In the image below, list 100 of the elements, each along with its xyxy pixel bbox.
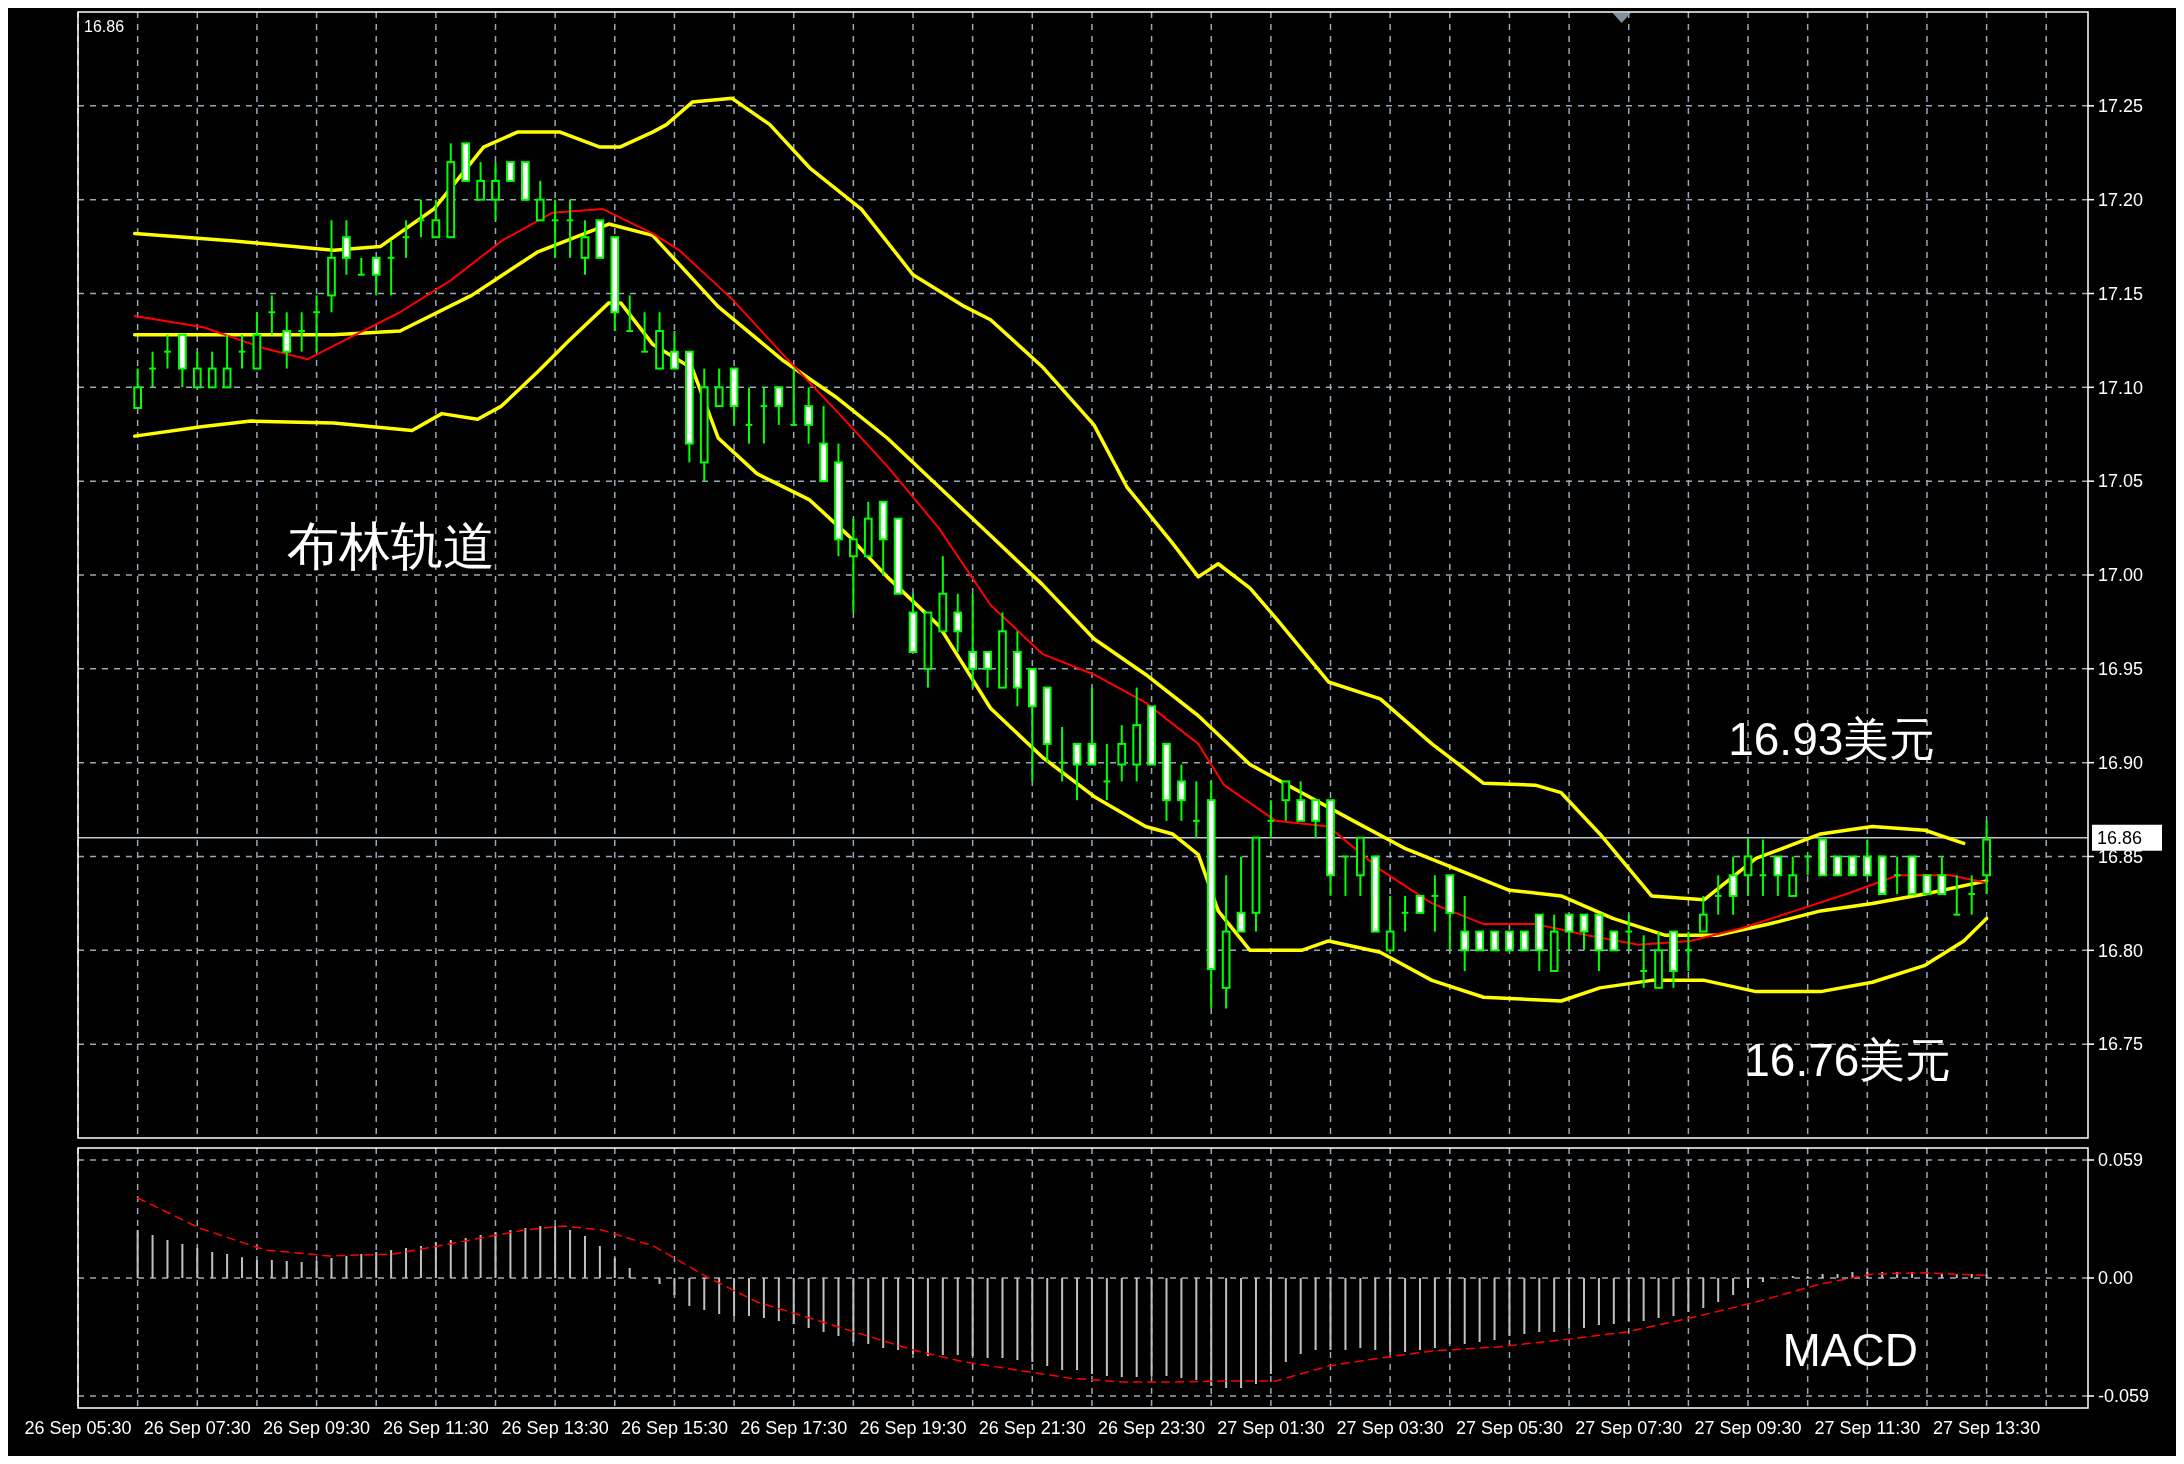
bar [1061, 1278, 1064, 1370]
bar [1493, 1278, 1496, 1340]
candlestick [1773, 855, 1783, 897]
candlestick [983, 650, 992, 689]
bar [941, 1278, 944, 1355]
bar [673, 1278, 676, 1295]
y-tick-label: 0.059 [2098, 1150, 2144, 1171]
candlestick [267, 294, 277, 336]
candlestick [1639, 934, 1649, 989]
bar [822, 1278, 825, 1332]
bar [628, 1268, 631, 1278]
candlestick [312, 294, 321, 353]
bar [211, 1252, 214, 1278]
candlestick [1892, 855, 1902, 896]
bar [166, 1240, 169, 1278]
bar [1612, 1278, 1615, 1324]
candlestick [580, 219, 590, 276]
bar [300, 1262, 303, 1278]
candlestick [1505, 930, 1514, 952]
x-tick-label: 26 Sep 17:30 [740, 1418, 848, 1438]
candlestick [759, 386, 769, 445]
annotation: 16.86 [84, 18, 125, 36]
bar [1463, 1278, 1466, 1344]
annotation: MACD [1782, 1324, 1918, 1377]
y-tick-label: 0.00 [2098, 1268, 2134, 1289]
x-tick-label: 26 Sep 05:30 [24, 1418, 132, 1438]
bar [703, 1278, 706, 1310]
candlestick [237, 333, 247, 370]
bar [1821, 1274, 1824, 1278]
bar [524, 1228, 527, 1278]
bar [837, 1278, 840, 1336]
ref-line-label: 16.86 [2097, 828, 2143, 849]
bar [971, 1278, 974, 1356]
bar [449, 1240, 452, 1278]
candlestick [386, 239, 396, 297]
candlestick [1341, 855, 1350, 897]
candlestick [565, 198, 575, 259]
bar [613, 1258, 616, 1278]
candlestick [133, 367, 142, 409]
bar [1031, 1278, 1034, 1362]
bar [270, 1260, 273, 1278]
candlestick [506, 161, 515, 182]
bar [1389, 1278, 1392, 1352]
candlestick [1475, 930, 1484, 952]
candlestick [1087, 686, 1097, 766]
x-tick-label: 27 Sep 01:30 [1217, 1418, 1325, 1438]
candlestick [207, 350, 217, 389]
candlestick [297, 311, 307, 353]
bar [1374, 1278, 1377, 1350]
bar [1016, 1278, 1019, 1360]
bar [539, 1226, 542, 1278]
bar [733, 1278, 736, 1316]
y-tick-label: 17.25 [2098, 96, 2144, 117]
candlestick [968, 592, 978, 689]
bar [1940, 1274, 1943, 1278]
candlestick [1177, 763, 1186, 822]
bar [792, 1278, 795, 1324]
candlestick [1460, 894, 1470, 972]
bar [1523, 1278, 1526, 1334]
y-tick-label: 17.15 [2098, 283, 2144, 304]
candlestick [625, 294, 635, 333]
bar [658, 1278, 661, 1284]
candlestick [431, 198, 441, 239]
bar [1299, 1278, 1302, 1354]
bar [569, 1230, 572, 1278]
bar [747, 1278, 750, 1316]
y-tick-label: 17.05 [2098, 471, 2144, 492]
candlestick [192, 350, 202, 389]
annotation: 16.93美元 [1728, 713, 1936, 766]
bar [1597, 1278, 1600, 1325]
x-tick-label: 27 Sep 09:30 [1694, 1418, 1802, 1438]
bar [1761, 1278, 1764, 1282]
x-tick-label: 26 Sep 11:30 [382, 1418, 489, 1438]
bar [360, 1254, 363, 1278]
candlestick [1728, 855, 1738, 916]
candlestick [953, 592, 963, 653]
bar [345, 1256, 348, 1278]
x-tick-label: 26 Sep 07:30 [143, 1418, 251, 1438]
bar [390, 1250, 393, 1278]
bar [1090, 1278, 1093, 1374]
bar [554, 1226, 557, 1278]
candlestick [1684, 930, 1693, 972]
bar [464, 1238, 467, 1278]
bar [136, 1230, 139, 1278]
candlestick [1967, 874, 1977, 916]
bar [1687, 1278, 1690, 1312]
bar [598, 1246, 601, 1278]
candlestick [1072, 742, 1082, 802]
x-tick-label: 26 Sep 19:30 [859, 1418, 967, 1438]
candlestick [1102, 742, 1112, 802]
bar [285, 1261, 288, 1278]
candlestick [416, 198, 426, 239]
candlestick [491, 161, 500, 222]
candlestick [282, 311, 292, 370]
candlestick [849, 517, 858, 614]
candlestick [1743, 836, 1753, 897]
bar [1150, 1278, 1153, 1376]
bar [375, 1252, 378, 1278]
candlestick [1922, 874, 1932, 896]
annotation: 16.76美元 [1744, 1034, 1952, 1087]
